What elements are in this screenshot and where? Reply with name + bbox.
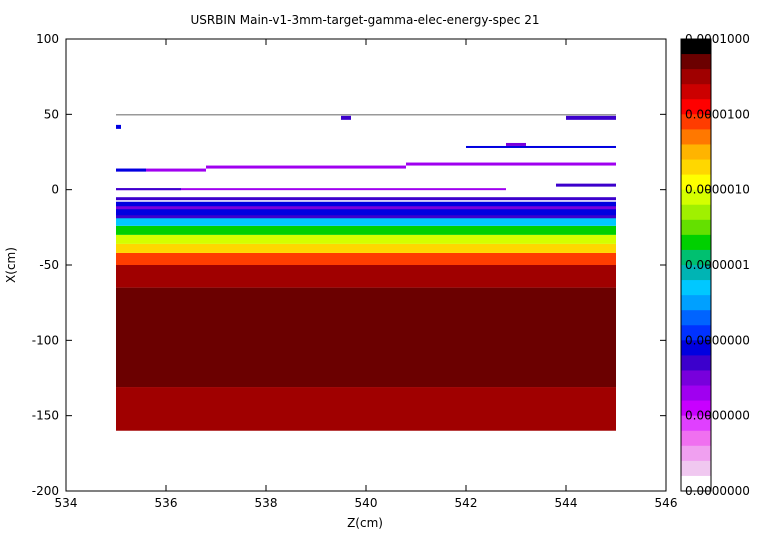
colorbar-swatch (681, 475, 711, 492)
y-tick-label: -50 (39, 258, 59, 272)
colorbar-swatch (681, 310, 711, 326)
heatmap-band (116, 287, 616, 388)
heatmap-streak (506, 142, 526, 146)
colorbar-swatch (681, 204, 711, 221)
heatmap-streak (116, 197, 616, 201)
colorbar-swatch (681, 325, 711, 341)
colorbar: 0.0001000 0.0000100 0.0000010 0.0000001 0.00… (680, 32, 750, 498)
colorbar-swatch (681, 385, 711, 402)
heatmap-band (116, 243, 616, 253)
heatmap-streak (116, 124, 121, 129)
heatmap-streak (116, 188, 506, 191)
colorbar-swatch (681, 129, 711, 145)
y-tick-label: -200 (32, 484, 59, 498)
colorbar-swatch (681, 234, 711, 251)
heatmap-streak (116, 168, 146, 172)
heatmap-streak (116, 188, 181, 191)
heatmap-streak (116, 168, 206, 172)
colorbar-label: 0.0000000 (685, 409, 750, 423)
x-axis-label: Z(cm) (347, 516, 383, 530)
y-tick-label: -150 (32, 409, 59, 423)
y-axis-label: X(cm) (4, 247, 18, 283)
colorbar-swatch (681, 355, 711, 371)
x-tick-label: 546 (655, 496, 678, 510)
colorbar-swatch (681, 219, 711, 236)
colorbar-swatch (681, 280, 711, 296)
colorbar-label: 0.0000001 (685, 258, 750, 272)
colorbar-label: 0.0000000 (685, 484, 750, 498)
heatmap-band (116, 225, 616, 235)
heatmap-band (116, 234, 616, 244)
colorbar-label: 0.0000100 (685, 107, 750, 121)
heatmap-streak (206, 165, 406, 169)
heatmap-streak (566, 115, 616, 120)
colorbar-swatch (681, 189, 711, 206)
heatmap-streak (406, 162, 616, 166)
colorbar-swatch (681, 174, 711, 191)
x-tick-label: 534 (55, 496, 78, 510)
heatmap-streak (556, 183, 616, 187)
heatmap-band (116, 252, 616, 265)
heatmap-layer (116, 114, 616, 431)
colorbar-swatch (681, 39, 711, 55)
y-tick-label: 50 (44, 107, 59, 121)
colorbar-label: 0.0001000 (685, 32, 750, 46)
heatmap-streak (341, 115, 351, 120)
colorbar-swatch (681, 460, 711, 477)
heatmap-band (116, 387, 616, 431)
heatmap-band (116, 216, 616, 226)
heatmap-band (116, 265, 616, 288)
colorbar-swatch (681, 295, 711, 311)
colorbar-swatch (681, 249, 711, 266)
colorbar-label: 0.0000000 (685, 333, 750, 347)
colorbar-swatch (681, 69, 711, 85)
colorbar-label: 0.0000010 (685, 183, 750, 197)
x-tick-label: 538 (255, 496, 278, 510)
y-tick-label: -100 (32, 333, 59, 347)
heatmap-streak (116, 206, 616, 210)
colorbar-swatch (681, 370, 711, 387)
colorbar-swatch (681, 99, 711, 115)
heatmap-streak (116, 114, 616, 116)
x-tick-label: 542 (455, 496, 478, 510)
x-tick-label: 540 (355, 496, 378, 510)
colorbar-swatch (681, 144, 711, 161)
colorbar-swatch (681, 340, 711, 356)
y-ticks: 100 50 0 -50 -100 -150 -200 (32, 32, 666, 498)
colorbar-swatch (681, 54, 711, 70)
heatmap-streak (466, 145, 616, 148)
x-ticks: 534 536 538 540 542 544 546 (55, 39, 678, 510)
colorbar-swatch (681, 159, 711, 176)
colorbar-swatch (681, 400, 711, 417)
colorbar-swatch (681, 114, 711, 130)
colorbar-swatch (681, 415, 711, 432)
colorbar-swatch (681, 430, 711, 447)
chart-title: USRBIN Main-v1-3mm-target-gamma-elec-ene… (190, 13, 539, 27)
colorbar-swatch (681, 265, 711, 281)
colorbar-swatch (681, 445, 711, 462)
y-tick-label: 100 (36, 32, 59, 46)
x-tick-label: 544 (555, 496, 578, 510)
y-tick-label: 0 (51, 183, 59, 197)
colorbar-swatch (681, 84, 711, 100)
heatmap-streak (191, 210, 616, 215)
x-tick-label: 536 (155, 496, 178, 510)
heatmap-streak (116, 215, 616, 219)
